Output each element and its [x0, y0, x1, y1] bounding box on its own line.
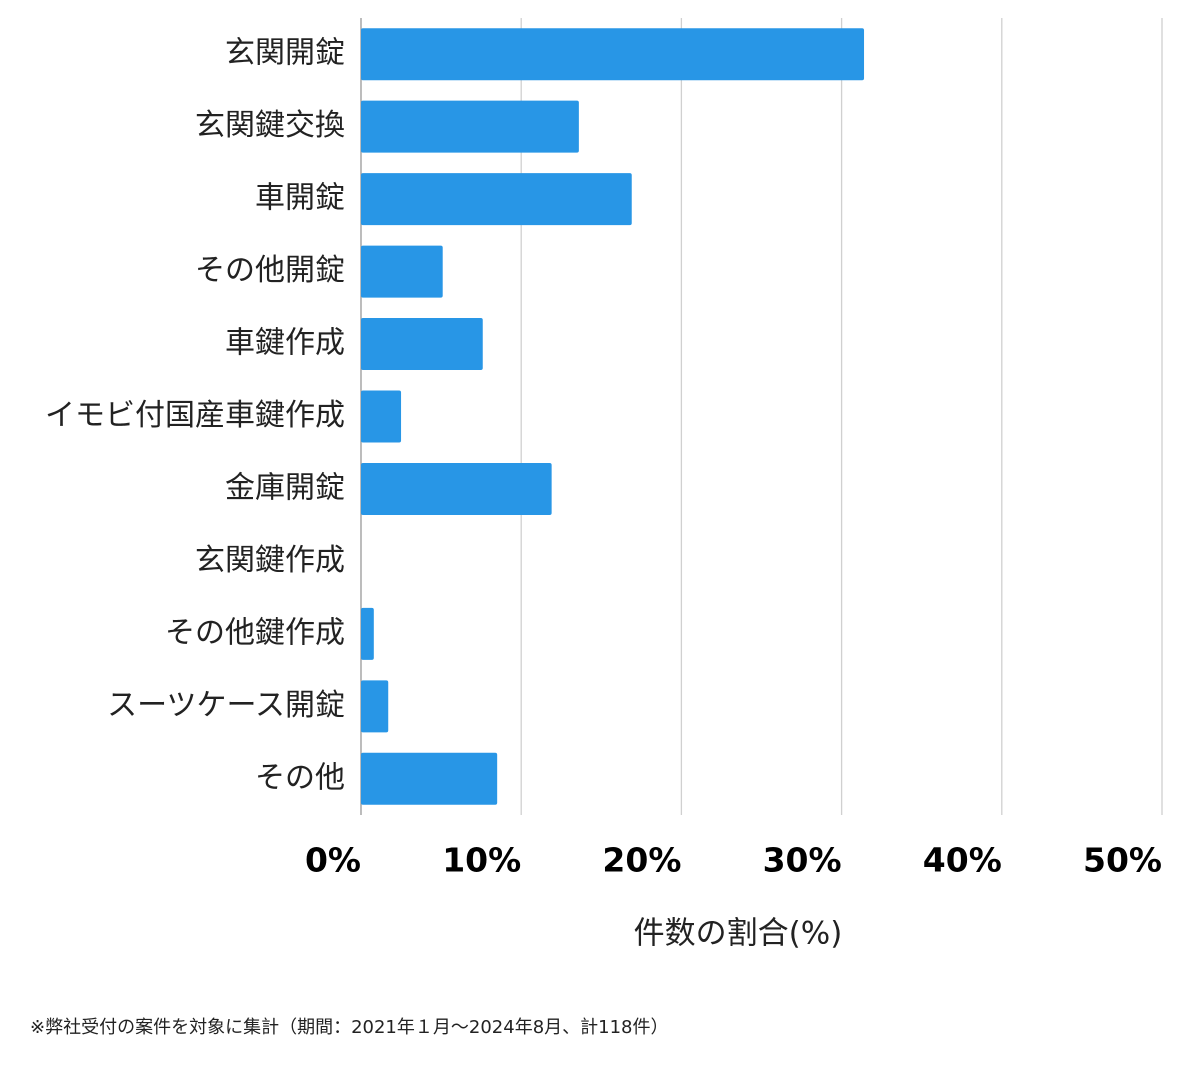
x-tick-label: 30% — [763, 841, 842, 880]
bar — [361, 390, 402, 443]
x-tick-label: 0% — [305, 841, 361, 880]
y-tick-label: 車鍵作成 — [225, 326, 345, 361]
y-tick-label: 玄関鍵作成 — [195, 543, 345, 578]
bar — [361, 245, 443, 298]
y-tick-label: 玄関鍵交換 — [195, 108, 345, 143]
bar — [361, 752, 498, 805]
bar — [361, 680, 389, 733]
y-tick-label: 車開錠 — [255, 181, 345, 216]
y-tick-label: その他鍵作成 — [165, 615, 345, 650]
x-tick-label: 50% — [1083, 841, 1162, 880]
bar — [361, 100, 579, 153]
x-tick-label: 20% — [602, 841, 681, 880]
y-tick-label: 金庫開錠 — [225, 470, 345, 505]
bar — [361, 607, 374, 660]
y-tick-label: その他 — [255, 760, 345, 795]
y-tick-label: 玄関開錠 — [225, 36, 345, 71]
y-tick-label: スーツケース開錠 — [107, 688, 345, 723]
bar — [361, 28, 865, 81]
x-axis-label: 件数の割合(%) — [634, 916, 843, 952]
x-tick-label: 10% — [442, 841, 521, 880]
bar — [361, 318, 483, 371]
bar — [361, 173, 632, 226]
x-tick-label: 40% — [923, 841, 1002, 880]
y-tick-label: その他開錠 — [195, 253, 345, 288]
y-tick-label: イモビ付国産車鍵作成 — [45, 398, 345, 433]
footnote: ※弊社受付の案件を対象に集計（期間：2021年１月〜2024年8月、計118件） — [30, 1017, 669, 1038]
bar — [361, 462, 552, 515]
